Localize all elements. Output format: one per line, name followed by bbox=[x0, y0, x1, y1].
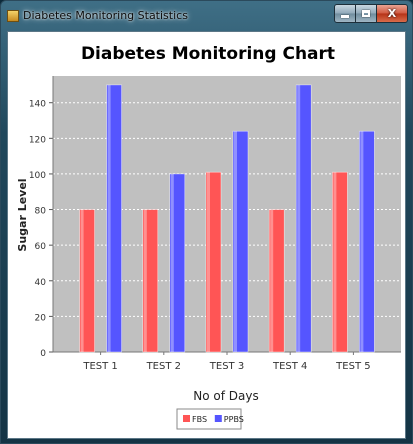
plot-background bbox=[53, 76, 401, 352]
y-tick-label: 40 bbox=[35, 278, 47, 288]
close-icon: X bbox=[387, 7, 397, 20]
bar-chart: Diabetes Monitoring Chart 0 20 40 60 80 100 12… bbox=[16, 44, 401, 430]
chart-title: Diabetes Monitoring Chart bbox=[81, 44, 335, 64]
y-tick-label: 140 bbox=[29, 100, 46, 110]
x-axis-label: No of Days bbox=[193, 389, 258, 403]
legend: FBS PPBS bbox=[176, 408, 244, 430]
bar-fbs-3 bbox=[205, 171, 222, 353]
legend-label-ppbs: PPBS bbox=[224, 415, 244, 424]
y-tick-label: 80 bbox=[35, 207, 47, 217]
x-tick-label: TEST 3 bbox=[209, 361, 244, 372]
x-tick-label: TEST 1 bbox=[82, 361, 117, 372]
java-app-icon[interactable] bbox=[7, 10, 19, 22]
bar-ppbs-5 bbox=[359, 130, 375, 353]
bar-highlight bbox=[207, 172, 210, 352]
bar-highlight bbox=[270, 209, 274, 352]
bar-highlight bbox=[360, 131, 364, 352]
window-title: Diabetes Monitoring Statistics bbox=[23, 9, 188, 22]
y-tick-label: 0 bbox=[40, 349, 46, 359]
x-tick-label: TEST 4 bbox=[272, 361, 307, 372]
bar-highlight bbox=[234, 131, 237, 352]
bar-highlight bbox=[333, 172, 337, 352]
bar-highlight bbox=[107, 84, 111, 352]
x-tick-label: TEST 2 bbox=[146, 361, 181, 372]
bar-highlight bbox=[297, 84, 301, 352]
legend-swatch-ppbs bbox=[214, 415, 222, 422]
y-axis-label: Sugar Level bbox=[16, 178, 29, 251]
chart-panel: Diabetes Monitoring Chart 0 20 40 60 80 100 12… bbox=[7, 31, 406, 439]
legend-frame bbox=[176, 408, 242, 430]
y-tick-label: 100 bbox=[29, 171, 46, 181]
y-tick-label: 120 bbox=[29, 135, 46, 145]
title-bar[interactable]: Diabetes Monitoring Statistics X bbox=[1, 1, 412, 31]
bar-highlight bbox=[80, 209, 84, 352]
bar-fbs-5 bbox=[332, 171, 348, 353]
bar-fbs-1 bbox=[79, 209, 95, 353]
bar-ppbs-4 bbox=[295, 84, 312, 353]
legend-label-fbs: FBS bbox=[192, 415, 207, 424]
bar-ppbs-2 bbox=[169, 173, 186, 353]
minimize-button[interactable] bbox=[334, 4, 356, 23]
close-button[interactable]: X bbox=[376, 4, 408, 23]
bar-highlight bbox=[170, 173, 174, 352]
plot-area: 0 20 40 60 80 100 120 140 TEST 1 TEST 2 TEST 3 TEST… bbox=[29, 76, 401, 372]
bar-fbs-2 bbox=[142, 209, 159, 353]
y-tick-label: 20 bbox=[35, 313, 47, 323]
minimize-icon bbox=[341, 15, 349, 18]
bar-ppbs-1 bbox=[106, 84, 122, 353]
bar-ppbs-3 bbox=[232, 130, 249, 353]
bar-highlight bbox=[143, 209, 147, 352]
bar-fbs-4 bbox=[268, 209, 285, 353]
x-tick-label: TEST 5 bbox=[335, 361, 370, 372]
y-tick-label: 60 bbox=[35, 242, 47, 252]
maximize-button[interactable] bbox=[355, 4, 377, 23]
maximize-icon bbox=[362, 10, 370, 17]
legend-swatch-fbs bbox=[183, 415, 190, 422]
